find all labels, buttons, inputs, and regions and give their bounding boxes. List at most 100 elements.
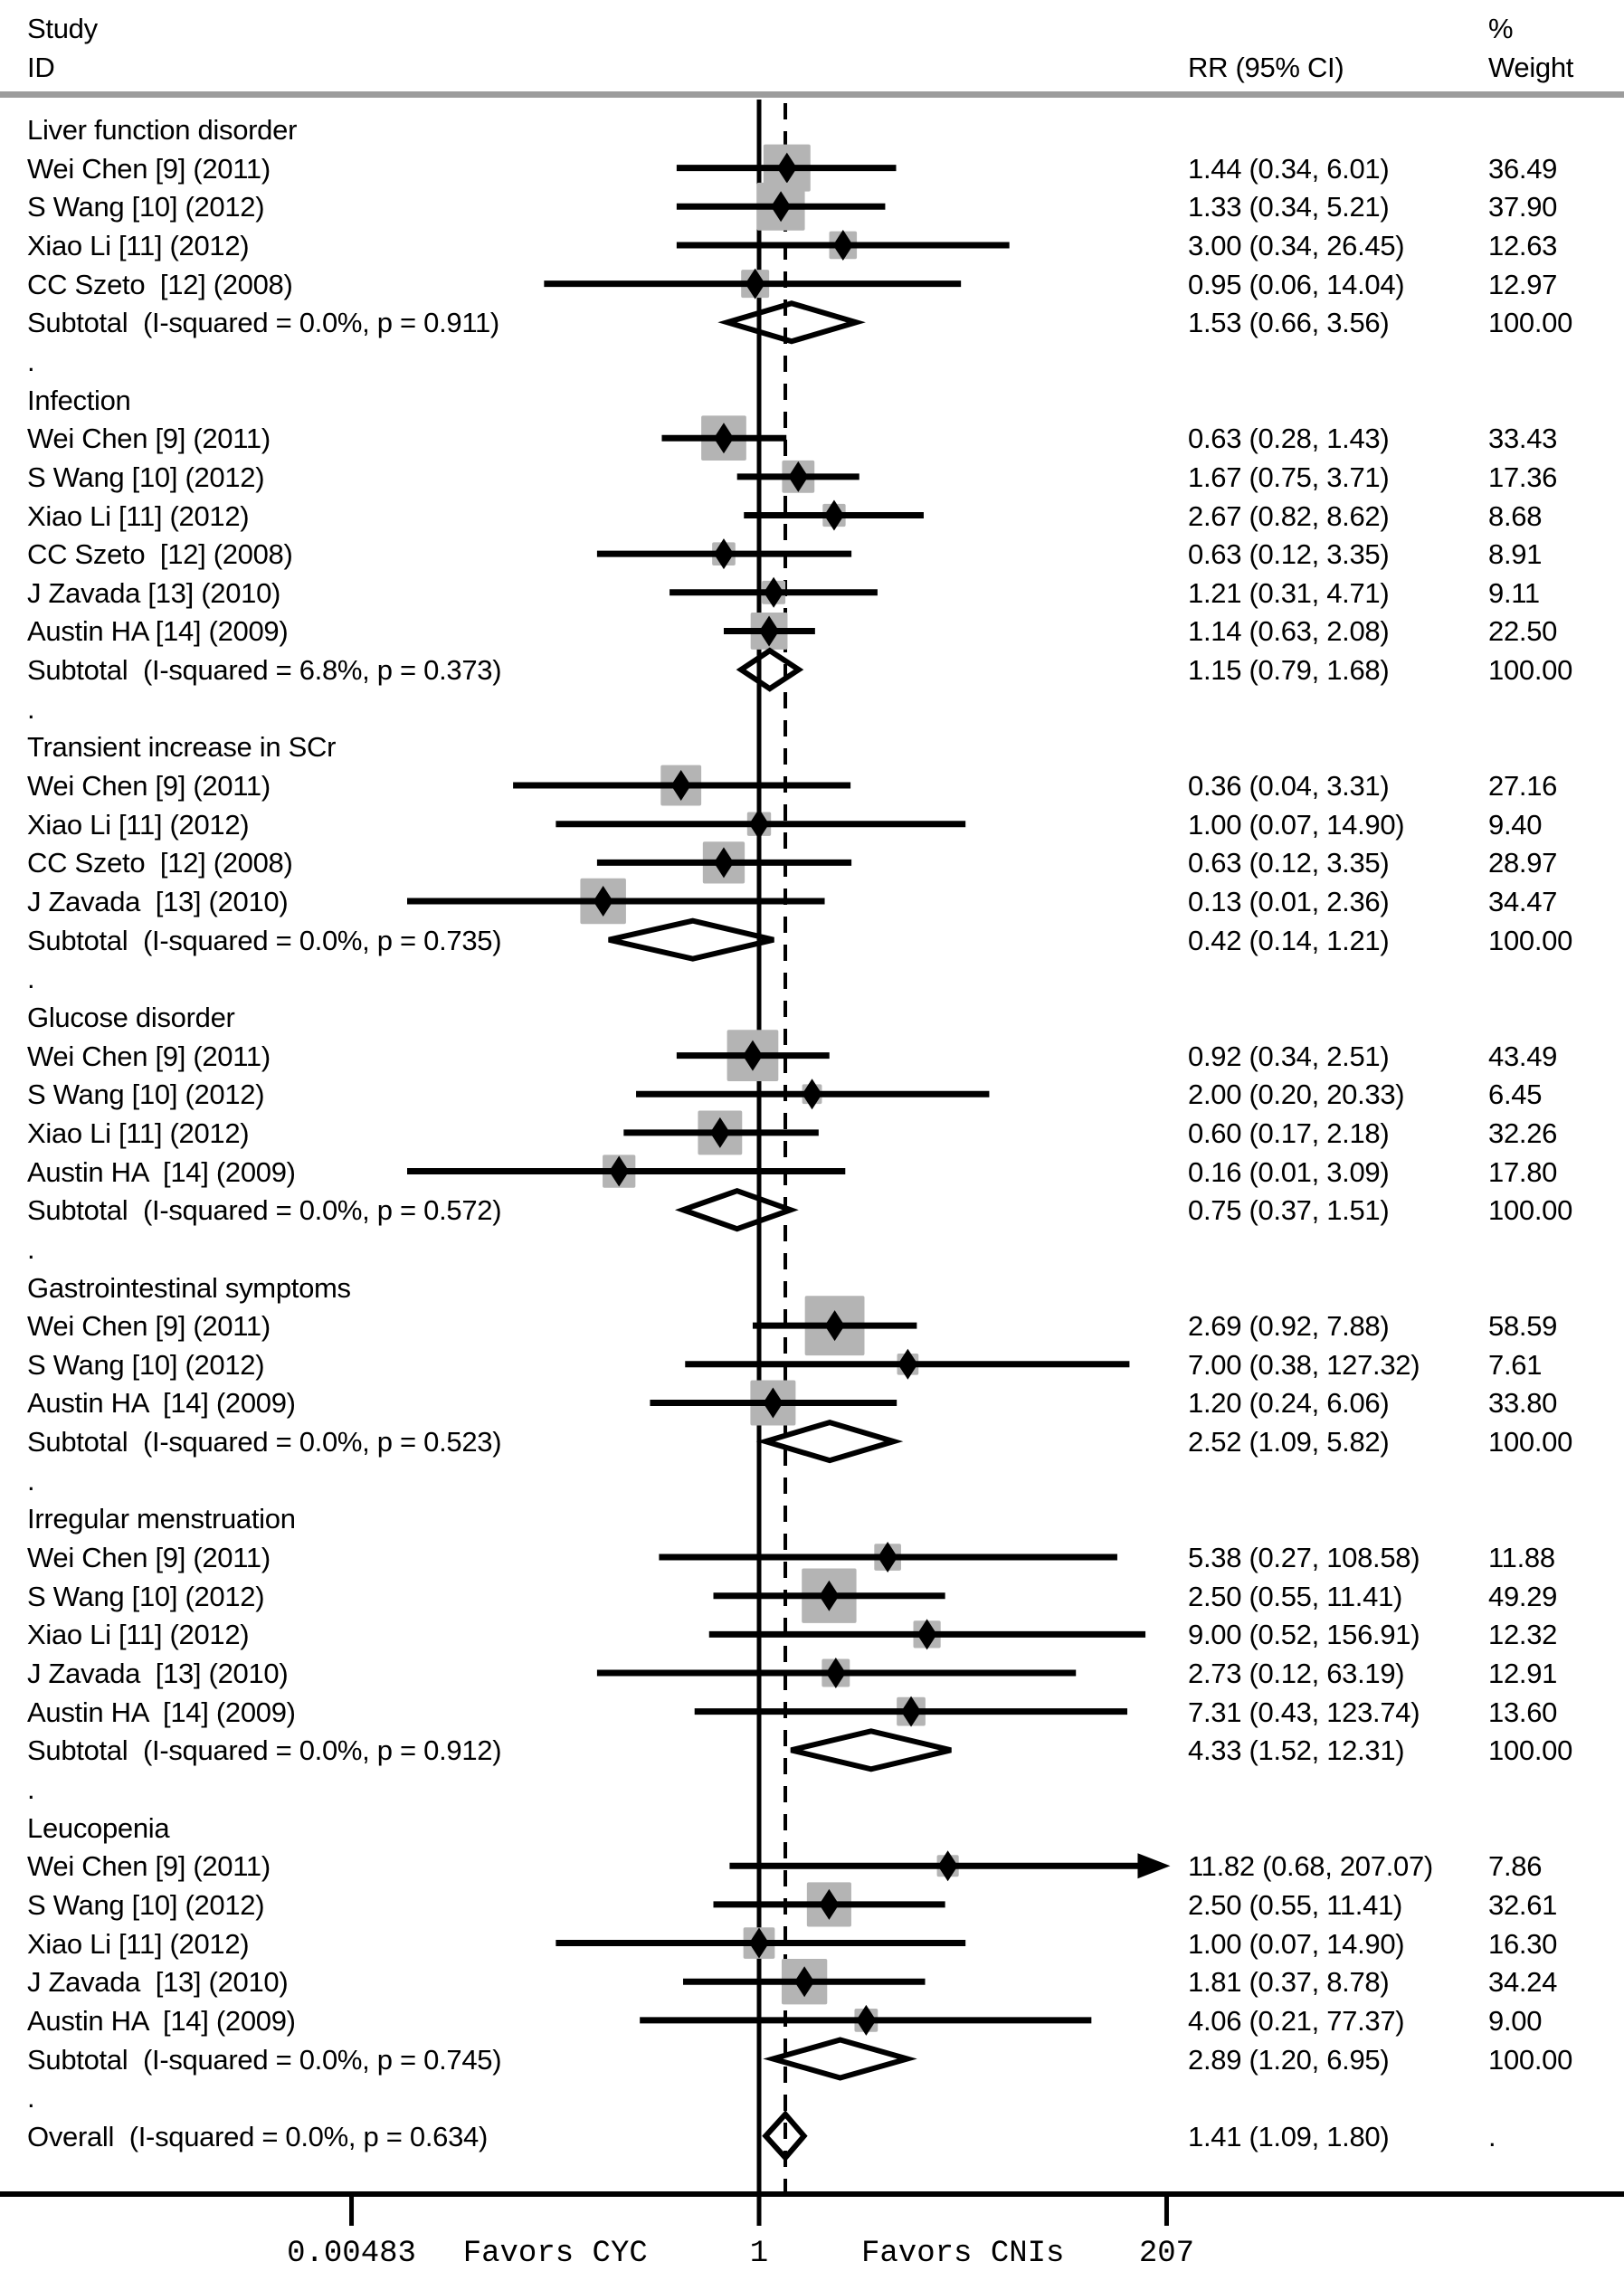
point-estimate-diamond [824,1310,845,1342]
rr-ci-value: 0.63 (0.28, 1.43) [1188,423,1390,455]
rr-ci-value: 1.14 (0.63, 2.08) [1188,615,1390,648]
point-estimate-diamond [823,499,844,531]
x-tick-label: 0.00483 [287,2237,416,2271]
rr-ci-value: 1.81 (0.37, 8.78) [1188,1966,1390,1999]
rr-ci-value: 1.15 (0.79, 1.68) [1188,654,1390,687]
point-estimate-diamond [764,576,784,608]
weight-value: 100.00 [1488,307,1573,339]
subtotal-diamond [608,917,774,962]
weight-value: 58.59 [1488,1310,1558,1343]
study-label: S Wang [10] (2012) [27,1580,265,1612]
point-estimate-diamond [771,191,792,223]
weight-value: 12.97 [1488,268,1558,300]
subtotal-label: Subtotal (I-squared = 0.0%, p = 0.735) [27,924,502,956]
weight-value: 100.00 [1488,2043,1573,2076]
rr-ci-value: 0.75 (0.37, 1.51) [1188,1194,1390,1227]
study-label: Xiao Li [11] (2012) [27,229,250,261]
favors-right-label: Favors CNIs [861,2237,1065,2271]
study-label: Wei Chen [9] (2011) [27,1850,271,1883]
weight-value: 8.91 [1488,538,1543,571]
x-axis-line [0,2191,1624,2197]
weight-value: 49.29 [1488,1580,1558,1612]
weight-value: 100.00 [1488,654,1573,687]
weight-value: 13.60 [1488,1696,1558,1728]
point-estimate-diamond [937,1850,958,1882]
rr-ci-value: 0.95 (0.06, 14.04) [1188,268,1405,300]
point-estimate-diamond [819,1888,840,1920]
overall-label: Overall (I-squared = 0.0%, p = 0.634) [27,2120,488,2152]
rr-ci-value: 4.06 (0.21, 77.37) [1188,2004,1405,2037]
subtotal-label: Subtotal (I-squared = 6.8%, p = 0.373) [27,654,502,687]
weight-value: 7.61 [1488,1348,1543,1381]
weight-value: 27.16 [1488,770,1558,803]
point-estimate-diamond [788,461,809,492]
point-estimate-diamond [825,1658,846,1688]
study-label: Austin HA [14] (2009) [27,2004,296,2037]
study-label: S Wang [10] (2012) [27,1078,265,1111]
weight-value: 36.49 [1488,152,1558,185]
study-label: Wei Chen [9] (2011) [27,423,271,455]
weight-value: 100.00 [1488,924,1573,956]
weight-value: 28.97 [1488,847,1558,879]
group-title: Gastrointestinal symptoms [27,1271,351,1304]
weight-value: 9.00 [1488,2004,1543,2037]
rr-ci-value: 7.31 (0.43, 123.74) [1188,1696,1420,1728]
rr-col-header: RR (95% CI) [1188,52,1344,83]
group-title: Infection [27,384,131,416]
subtotal-label: Subtotal (I-squared = 0.0%, p = 0.523) [27,1426,502,1459]
point-estimate-diamond [745,268,765,299]
rr-ci-value: 2.00 (0.20, 20.33) [1188,1078,1405,1111]
study-label: Xiao Li [11] (2012) [27,1927,250,1960]
point-estimate-diamond [609,1155,630,1187]
rr-ci-value: 1.44 (0.34, 6.01) [1188,152,1390,185]
point-estimate-diamond [713,538,734,570]
x-axis-tick [1163,2197,1169,2226]
weight-value: 100.00 [1488,1426,1573,1459]
rr-ci-value: 1.41 (1.09, 1.80) [1188,2120,1390,2152]
weight-value: 37.90 [1488,191,1558,223]
study-label: S Wang [10] (2012) [27,1888,265,1921]
study-label: S Wang [10] (2012) [27,461,265,493]
rr-ci-value: 0.16 (0.01, 3.09) [1188,1155,1390,1188]
weight-value: 9.40 [1488,808,1543,841]
weight-value: 12.91 [1488,1658,1558,1689]
subtotal-diamond [717,300,866,345]
weight-value: 33.80 [1488,1387,1558,1420]
subtotal-diamond [790,1728,952,1772]
rr-ci-value: 2.50 (0.55, 11.41) [1188,1580,1403,1612]
weight-value: . [1488,2120,1496,2152]
weight-value: 100.00 [1488,1194,1573,1227]
weight-value: 32.26 [1488,1116,1558,1149]
point-estimate-diamond [916,1619,937,1650]
rr-ci-value: 1.20 (0.24, 6.06) [1188,1387,1390,1420]
rr-ci-value: 2.67 (0.82, 8.62) [1188,499,1390,532]
subtotal-label: Subtotal (I-squared = 0.0%, p = 0.911) [27,307,499,339]
study-label: Wei Chen [9] (2011) [27,152,271,185]
study-label: Austin HA [14] (2009) [27,1696,296,1728]
study-label: Austin HA [14] (2009) [27,615,289,648]
point-estimate-diamond [832,229,853,261]
study-label: Austin HA [14] (2009) [27,1155,296,1188]
point-estimate-diamond [763,1387,784,1419]
weight-value: 32.61 [1488,1888,1558,1921]
weight-value: 16.30 [1488,1927,1558,1960]
point-estimate-diamond [802,1078,822,1110]
rr-ci-value: 0.42 (0.14, 1.21) [1188,924,1390,956]
study-label: Wei Chen [9] (2011) [27,1040,271,1072]
study-col-header-line1: Study [27,13,98,44]
point-estimate-diamond [593,886,613,917]
study-label: S Wang [10] (2012) [27,1348,265,1381]
study-col-header-line2: ID [27,52,55,83]
x-axis-tick [349,2197,355,2226]
rr-ci-value: 0.63 (0.12, 3.35) [1188,538,1390,571]
rr-ci-value: 1.67 (0.75, 3.71) [1188,461,1390,493]
percent-col-header: % [1488,13,1514,44]
rr-ci-value: 1.53 (0.66, 3.56) [1188,307,1390,339]
group-separator: . [27,1772,35,1805]
study-label: Xiao Li [11] (2012) [27,1619,250,1651]
subtotal-diamond [763,2037,917,2081]
subtotal-diamond [674,1188,799,1232]
study-label: J Zavada [13] (2010) [27,886,289,917]
point-estimate-diamond [776,152,797,184]
